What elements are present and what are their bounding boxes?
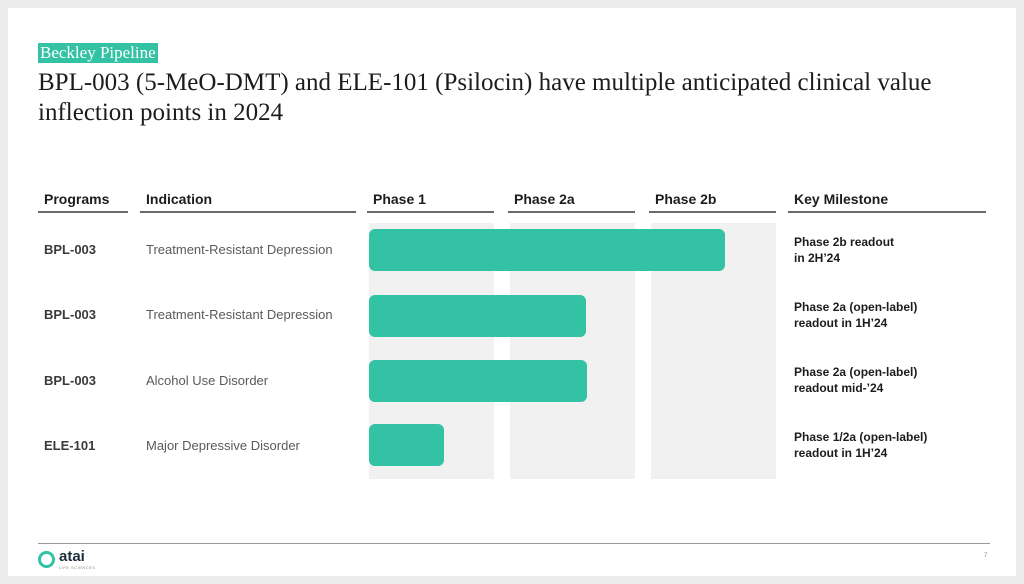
row-2-progress-bar <box>369 295 586 337</box>
logo-subtitle: LIFE SCIENCES <box>59 565 96 570</box>
row-3-program: BPL-003 <box>44 373 97 388</box>
row-1-indication: Treatment-Resistant Depression <box>146 242 333 257</box>
row-1-program: BPL-003 <box>44 242 97 257</box>
section-tag: Beckley Pipeline <box>38 43 158 63</box>
atai-logo-icon <box>38 551 55 568</box>
logo-wordmark: atai <box>59 548 85 565</box>
footer-divider <box>38 543 990 544</box>
row-4-milestone: Phase 1/2a (open-label) readout in 1H’24 <box>794 430 928 460</box>
row-2-program: BPL-003 <box>44 307 97 322</box>
row-3-progress-bar <box>369 360 587 402</box>
slide-title: BPL-003 (5-MeO-DMT) and ELE-101 (Psiloci… <box>38 69 932 126</box>
row-1-milestone: Phase 2b readout in 2H’24 <box>794 235 895 265</box>
header-phase2a: Phase 2a <box>508 191 635 213</box>
slide: Beckley Pipeline BPL-003 (5-MeO-DMT) and… <box>8 8 1016 576</box>
row-4-progress-bar <box>369 424 444 466</box>
header-indication: Indication <box>140 191 356 213</box>
row-2-indication: Treatment-Resistant Depression <box>146 307 333 322</box>
row-2-milestone: Phase 2a (open-label) readout in 1H’24 <box>794 300 918 330</box>
row-3-milestone: Phase 2a (open-label) readout mid-’24 <box>794 365 918 395</box>
header-programs: Programs <box>38 191 128 213</box>
row-3-indication: Alcohol Use Disorder <box>146 373 269 388</box>
atai-logo: atai LIFE SCIENCES <box>38 549 96 570</box>
header-key-milestone: Key Milestone <box>788 191 986 213</box>
row-4-program: ELE-101 <box>44 438 96 453</box>
page-number: 7 <box>984 553 988 559</box>
header-phase1: Phase 1 <box>367 191 494 213</box>
row-4-indication: Major Depressive Disorder <box>146 438 300 453</box>
header-phase2b: Phase 2b <box>649 191 776 213</box>
row-1-progress-bar <box>369 229 725 271</box>
